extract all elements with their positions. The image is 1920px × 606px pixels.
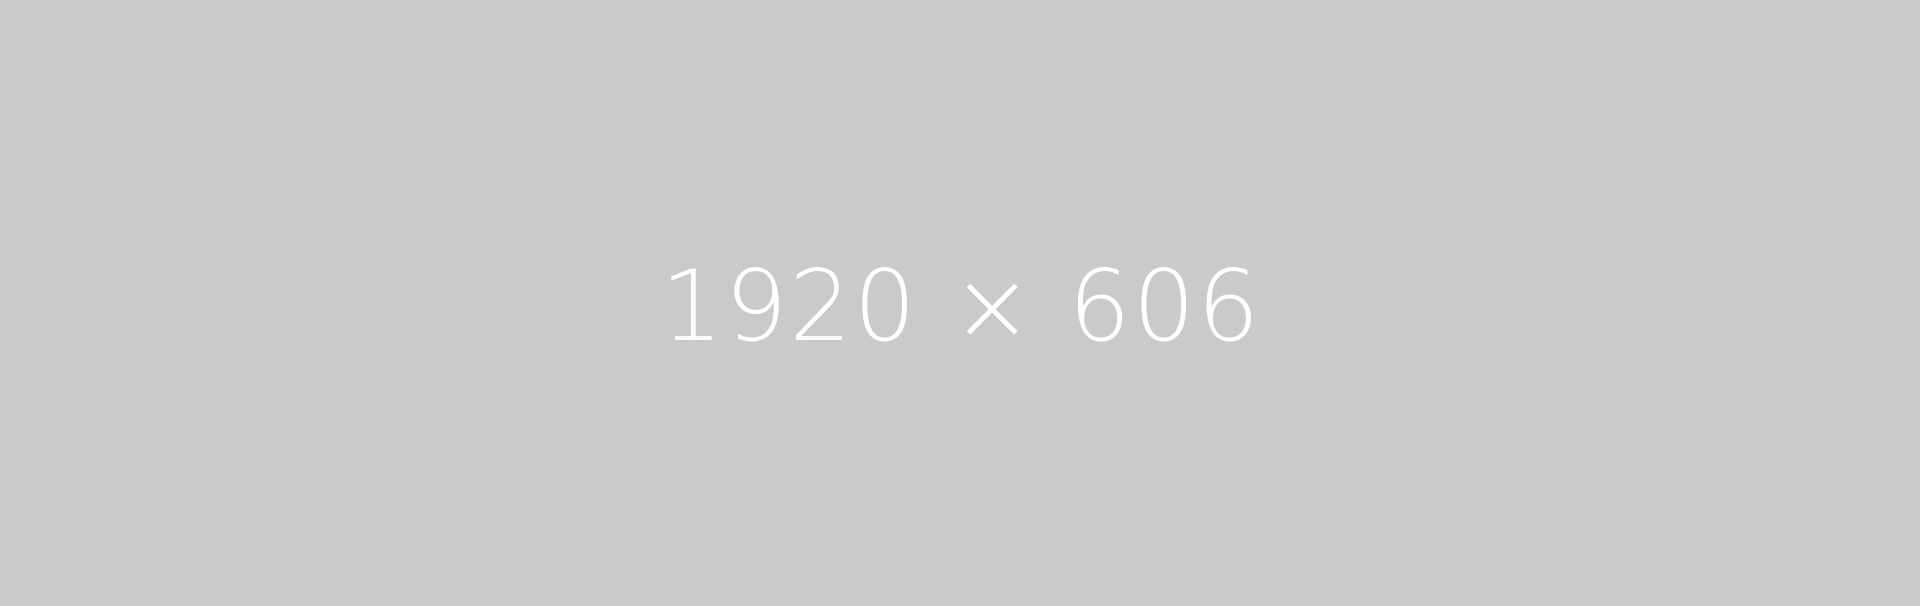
dimensions-label: 1920 × 606: [660, 250, 1262, 364]
